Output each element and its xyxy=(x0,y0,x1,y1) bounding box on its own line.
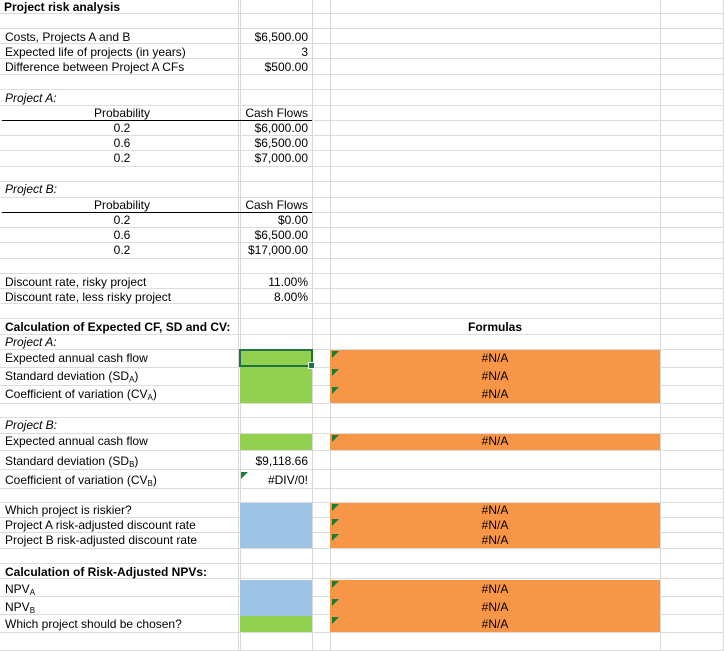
calc-b-expected-label: Expected annual cash flow xyxy=(5,434,148,448)
comment-marker-icon[interactable] xyxy=(332,369,339,376)
riskier-a-rate-label: Project A risk-adjusted discount rate xyxy=(5,518,196,532)
calc-a-formula-1[interactable]: #N/A xyxy=(481,351,509,365)
calc-b-cv-label: Coefficient of variation (CVB) xyxy=(5,473,157,488)
project-a-cf-2[interactable]: $6,500.00 xyxy=(254,136,308,150)
costs-value[interactable]: $6,500.00 xyxy=(254,30,308,44)
calc-b-sd-value[interactable]: $9,118.66 xyxy=(255,454,309,468)
comment-marker-icon[interactable] xyxy=(332,599,339,606)
calc-cv-heading: Calculation of Expected CF, SD and CV: xyxy=(5,320,231,334)
calc-b-cv-value[interactable]: #DIV/0! xyxy=(267,473,308,487)
project-a-cf-3[interactable]: $7,000.00 xyxy=(254,151,308,165)
project-b-heading: Project B: xyxy=(5,182,58,196)
npv-input-cells[interactable] xyxy=(240,580,312,616)
difference-value[interactable]: $500.00 xyxy=(264,60,308,74)
life-label: Expected life of projects (in years) xyxy=(5,45,186,59)
formulas-header: Formulas xyxy=(467,320,522,334)
project-a-heading: Project A: xyxy=(5,91,57,105)
calc-a-sd-label: Standard deviation (SDA) xyxy=(5,369,139,384)
project-a-prob-header: Probability xyxy=(93,106,151,120)
riskier-input-cells[interactable] xyxy=(240,503,312,548)
project-b-prob-2[interactable]: 0.6 xyxy=(113,228,131,242)
choose-input-cell[interactable] xyxy=(240,616,312,632)
calc-a-cv-label: Coefficient of variation (CVA) xyxy=(5,387,157,402)
comment-marker-icon[interactable] xyxy=(332,351,339,358)
costs-label: Costs, Projects A and B xyxy=(5,30,131,44)
calc-b-expected-input[interactable] xyxy=(240,434,312,450)
comment-marker-icon[interactable] xyxy=(332,534,339,541)
riskier-b-rate-label: Project B risk-adjusted discount rate xyxy=(5,533,198,547)
project-a-header-underline xyxy=(2,120,312,121)
calc-a-heading: Project A: xyxy=(5,335,57,349)
npv-a-label: NPVA xyxy=(5,582,36,597)
active-cell-selection[interactable] xyxy=(239,349,315,369)
calc-b-formula-cell xyxy=(330,434,660,450)
comment-marker-icon[interactable] xyxy=(332,435,339,442)
difference-label: Difference between Project A CFs xyxy=(5,60,185,74)
choose-label: Which project should be chosen? xyxy=(5,617,182,631)
npv-formula-cells xyxy=(330,580,660,632)
comment-marker-icon[interactable] xyxy=(332,519,339,526)
npv-formula-2[interactable]: #N/A xyxy=(481,600,509,614)
calc-a-input-cells[interactable] xyxy=(240,350,312,403)
life-value[interactable]: 3 xyxy=(301,45,308,59)
npv-b-label: NPVB xyxy=(5,600,36,615)
project-b-header-underline xyxy=(2,212,312,213)
project-b-prob-header: Probability xyxy=(93,198,151,212)
comment-marker-icon[interactable] xyxy=(332,504,339,511)
calc-b-heading: Project B: xyxy=(5,418,58,432)
riskier-formula-1[interactable]: #N/A xyxy=(481,503,509,517)
calc-b-sd-label: Standard deviation (SDB) xyxy=(5,454,139,469)
riskier-question-label: Which project is riskier? xyxy=(5,503,132,517)
project-a-cf-header: Cash Flows xyxy=(245,106,308,120)
project-b-cf-header: Cash Flows xyxy=(245,198,308,212)
calc-a-expected-label: Expected annual cash flow xyxy=(5,351,148,365)
discount-less-risky-label: Discount rate, less risky project xyxy=(5,290,172,304)
npv-formula-1[interactable]: #N/A xyxy=(481,582,509,596)
comment-marker-icon[interactable] xyxy=(332,581,339,588)
riskier-formula-3[interactable]: #N/A xyxy=(481,533,509,547)
sheet-title: Project risk analysis xyxy=(4,0,121,14)
project-a-cf-1[interactable]: $6,000.00 xyxy=(254,121,308,135)
discount-less-risky-value[interactable]: 8.00% xyxy=(273,290,308,304)
project-b-prob-1[interactable]: 0.2 xyxy=(113,213,131,227)
project-a-prob-3[interactable]: 0.2 xyxy=(113,151,131,165)
comment-marker-icon[interactable] xyxy=(332,617,339,624)
calc-a-formula-3[interactable]: #N/A xyxy=(481,387,509,401)
riskier-formula-2[interactable]: #N/A xyxy=(481,518,509,532)
calc-a-formula-2[interactable]: #N/A xyxy=(481,369,509,383)
project-b-cf-1[interactable]: $0.00 xyxy=(277,213,308,227)
calc-b-formula-1[interactable]: #N/A xyxy=(481,434,509,448)
comment-marker-icon[interactable] xyxy=(332,387,339,394)
project-b-cf-2[interactable]: $6,500.00 xyxy=(254,228,308,242)
npv-heading: Calculation of Risk-Adjusted NPVs: xyxy=(5,565,208,579)
project-a-prob-1[interactable]: 0.2 xyxy=(113,121,131,135)
comment-marker-icon[interactable] xyxy=(241,472,248,479)
project-b-cf-3[interactable]: $17,000.00 xyxy=(247,243,308,257)
discount-risky-value[interactable]: 11.00% xyxy=(268,275,308,289)
npv-formula-3[interactable]: #N/A xyxy=(481,617,509,631)
calc-a-formula-cells xyxy=(330,350,660,403)
project-a-prob-2[interactable]: 0.6 xyxy=(113,136,131,150)
discount-risky-label: Discount rate, risky project xyxy=(5,275,147,289)
project-b-prob-3[interactable]: 0.2 xyxy=(113,243,131,257)
riskier-formula-cells xyxy=(330,503,660,548)
